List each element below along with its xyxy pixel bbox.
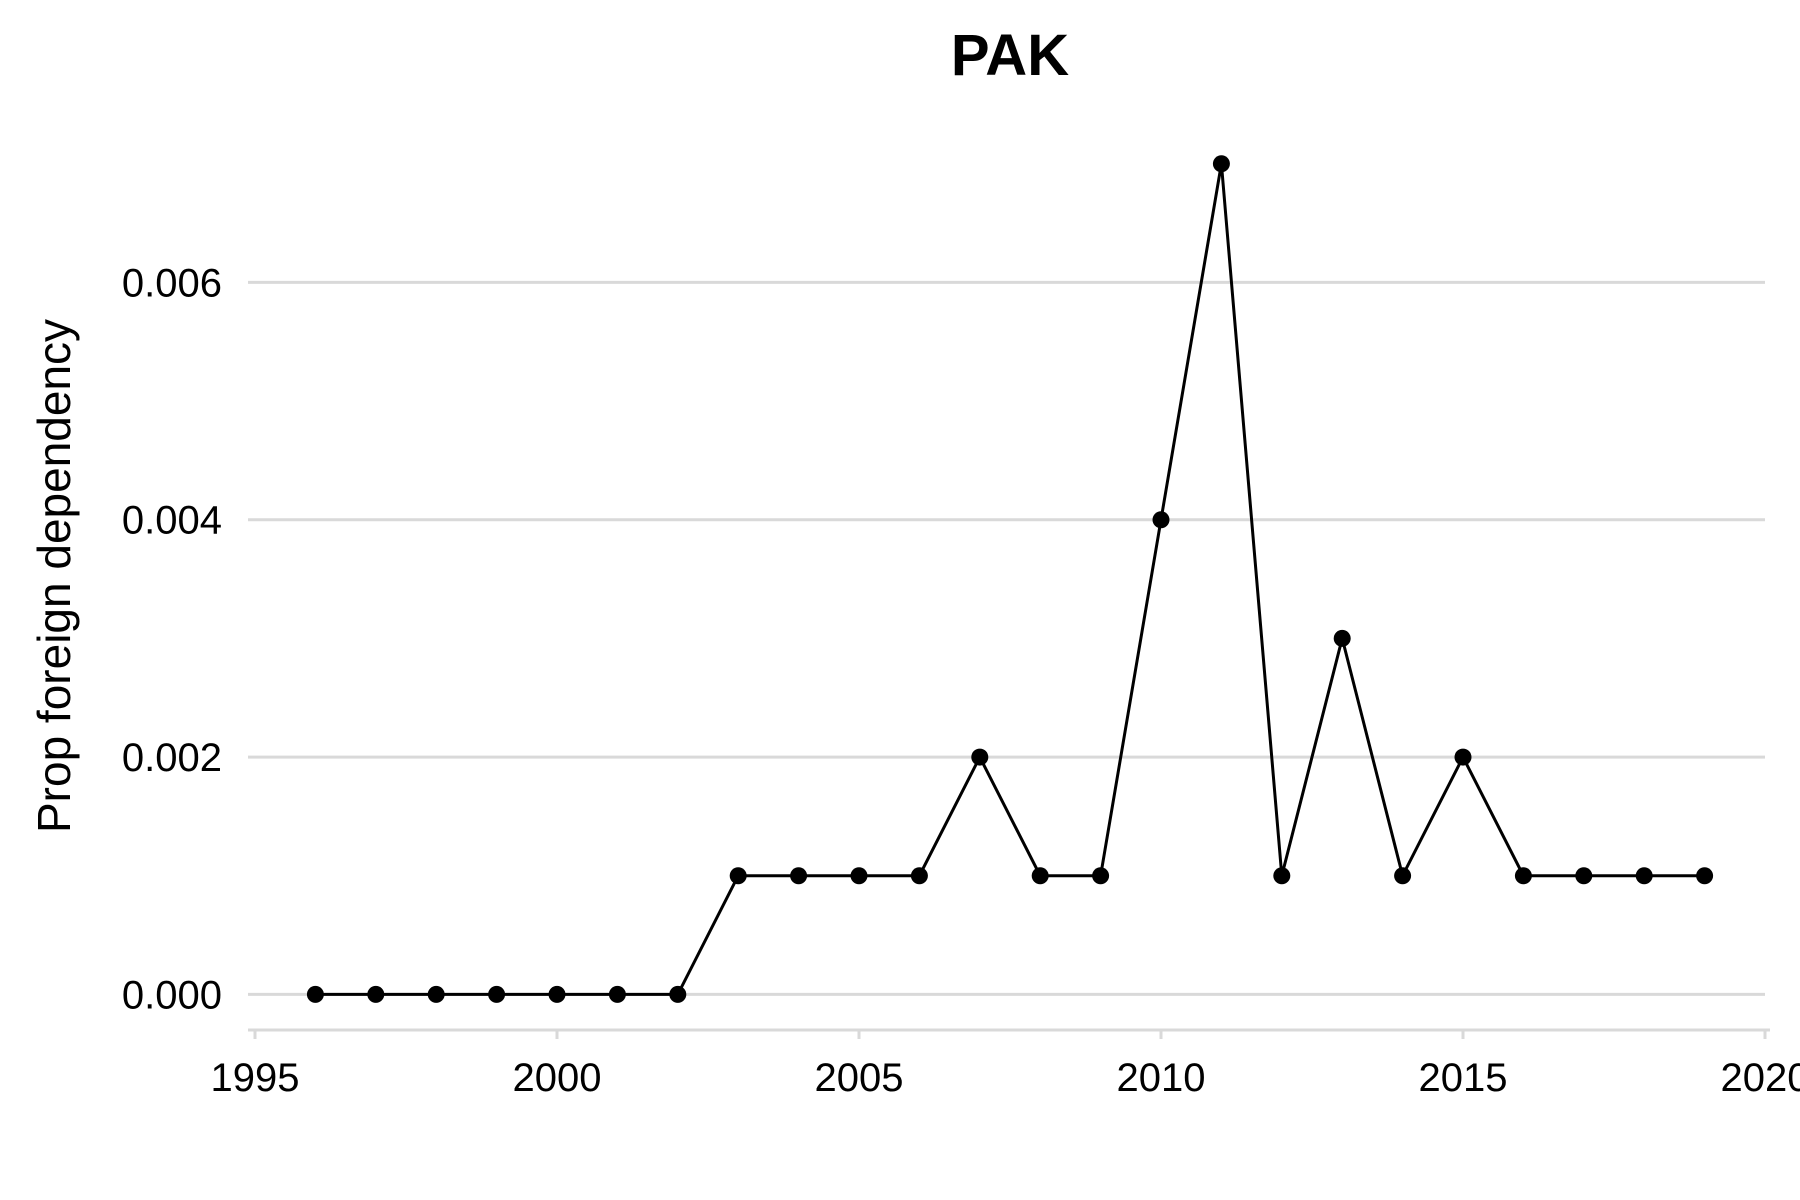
data-point [1696,867,1714,885]
data-point [367,985,385,1003]
x-tick-label: 2000 [513,1056,602,1100]
gridlines [248,280,1765,996]
data-point [971,748,989,766]
y-axis-ticks: 0.000 0.002 0.004 0.006 [122,261,222,1017]
x-tick-label: 2015 [1419,1056,1508,1100]
data-point [729,867,747,885]
data-point [850,867,868,885]
x-tick-label: 1995 [211,1056,300,1100]
y-axis-label: Prop foreign dependency [28,319,80,833]
data-point [1212,155,1230,173]
data-point [1514,867,1532,885]
data-point [306,985,324,1003]
y-tick-label: 0.002 [122,736,222,780]
x-tick-label: 2010 [1117,1056,1206,1100]
data-point [608,985,626,1003]
y-tick-label: 0.006 [122,261,222,305]
x-tick-label: 2005 [815,1056,904,1100]
data-point [1635,867,1653,885]
x-axis-ticks: 1995 2000 2005 2010 2015 2020 [211,1030,1800,1100]
data-point [669,985,687,1003]
data-point [1152,511,1170,529]
data-point [548,985,566,1003]
data-point [1031,867,1049,885]
chart-title: PAK [951,23,1069,88]
data-point [488,985,506,1003]
data-point [1575,867,1593,885]
y-tick-label: 0.000 [122,973,222,1017]
data-point [1092,867,1110,885]
y-tick-label: 0.004 [122,499,222,543]
data-point [1273,867,1291,885]
series-line [315,163,1705,996]
data-point [910,867,928,885]
data-point [1454,748,1472,766]
series [306,155,1714,1003]
x-tick-label: 2020 [1721,1056,1800,1100]
data-point [427,985,445,1003]
data-point [790,867,808,885]
data-point [1394,867,1412,885]
data-point [1333,629,1351,647]
